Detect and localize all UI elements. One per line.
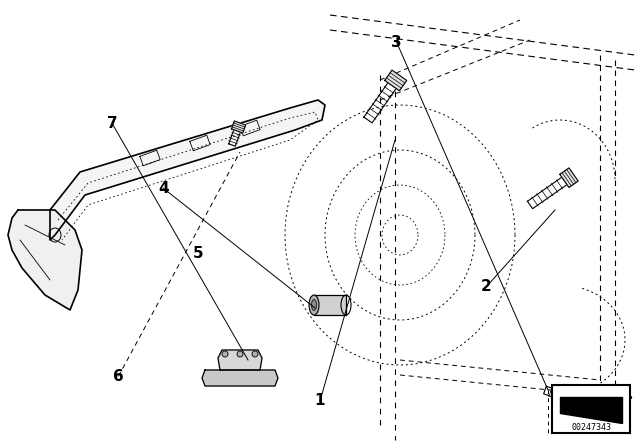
Polygon shape <box>232 121 246 133</box>
Bar <box>314 295 346 315</box>
Ellipse shape <box>222 351 228 357</box>
Bar <box>552 385 630 433</box>
Polygon shape <box>560 168 578 187</box>
Ellipse shape <box>309 295 319 315</box>
Text: 3: 3 <box>392 35 402 50</box>
Text: 1: 1 <box>315 393 325 409</box>
Polygon shape <box>385 70 406 91</box>
Ellipse shape <box>237 351 243 357</box>
Polygon shape <box>218 350 262 370</box>
Text: 4: 4 <box>158 181 168 196</box>
Polygon shape <box>50 100 325 240</box>
Ellipse shape <box>312 300 317 310</box>
Polygon shape <box>202 370 278 386</box>
Text: 7: 7 <box>107 116 117 131</box>
Text: 6: 6 <box>113 369 124 384</box>
Text: 2: 2 <box>481 279 492 294</box>
Text: 00247343: 00247343 <box>571 422 611 431</box>
Ellipse shape <box>252 351 258 357</box>
Polygon shape <box>8 210 82 310</box>
Text: 5: 5 <box>193 246 204 261</box>
Polygon shape <box>560 397 622 423</box>
Polygon shape <box>575 396 589 412</box>
